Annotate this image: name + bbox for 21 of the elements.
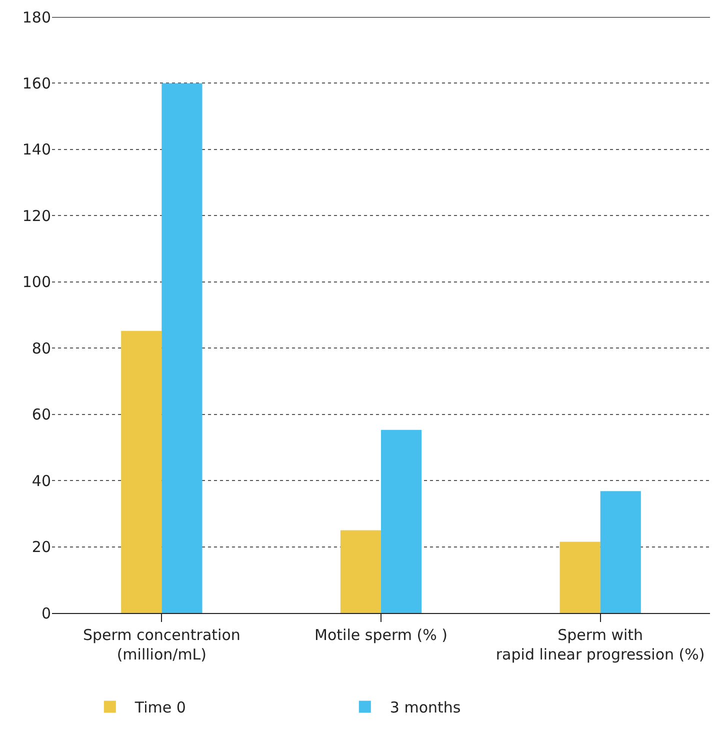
- bar: [381, 430, 422, 613]
- bar: [600, 491, 641, 613]
- y-tick-label: 120: [22, 206, 51, 225]
- x-tick-label: Sperm with rapid linear progression (%): [496, 626, 705, 664]
- y-tick-label: 20: [32, 538, 51, 556]
- y-tick-label: 160: [22, 74, 51, 92]
- bar: [560, 542, 600, 613]
- bar: [162, 83, 202, 613]
- legend-label: Time 0: [134, 698, 186, 717]
- y-tick-label: 100: [22, 273, 51, 292]
- y-tick-label: 140: [22, 140, 51, 159]
- y-tick-label: 60: [32, 406, 51, 424]
- y-tick-label: 80: [32, 339, 51, 358]
- legend-label: 3 months: [390, 698, 461, 717]
- y-tick-label: 40: [32, 472, 51, 490]
- y-tick-label: 180: [22, 8, 51, 26]
- y-tick-label: 0: [41, 604, 51, 622]
- x-tick-label: Sperm concentration (million/mL): [82, 626, 240, 664]
- x-tick-label: Motile sperm (% ): [314, 626, 448, 644]
- bar: [340, 530, 381, 613]
- bar: [121, 330, 162, 613]
